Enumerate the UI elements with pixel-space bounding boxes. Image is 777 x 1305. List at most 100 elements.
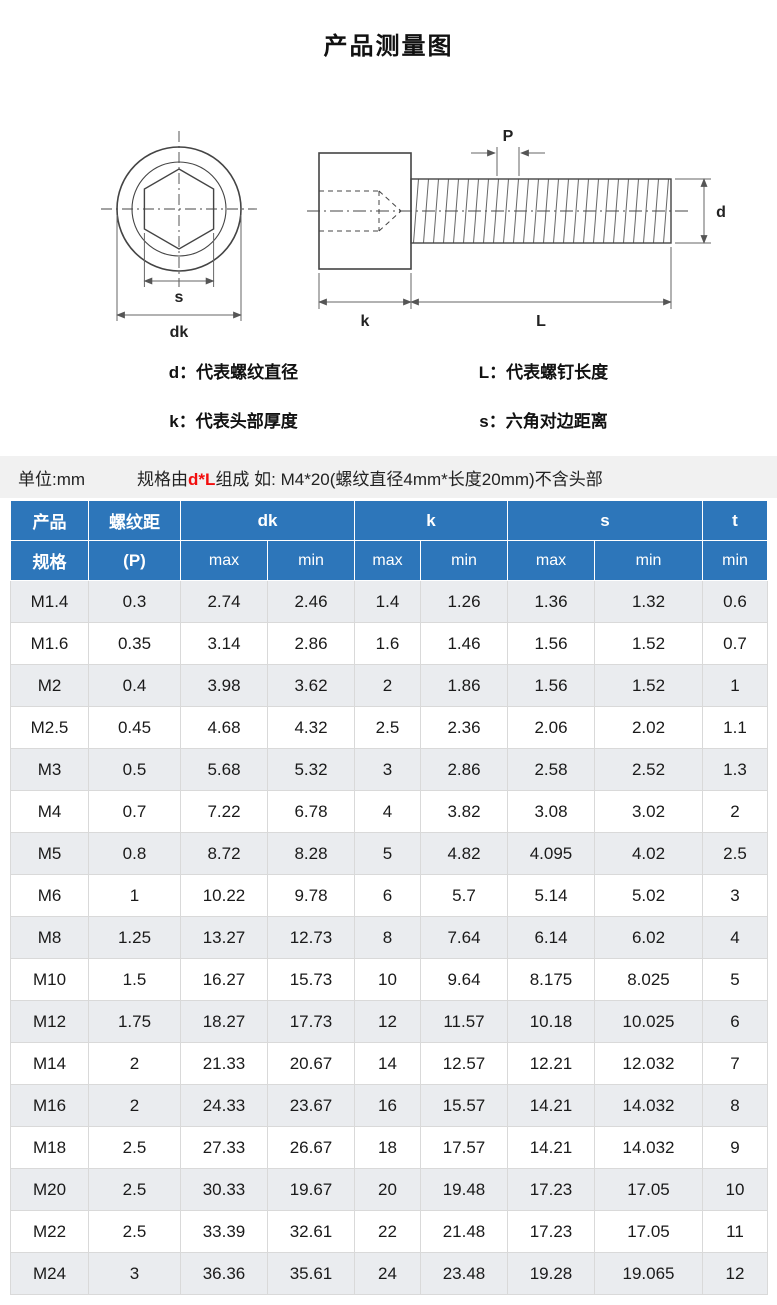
table-row: M8 1.25 13.27 12.73 8 7.64 6.14 6.02 4: [10, 916, 768, 959]
value-cell: 15.73: [267, 958, 355, 1001]
hex-socket-outline: [143, 168, 214, 250]
value-cell: 7.64: [420, 916, 508, 959]
value-cell: 2.46: [267, 580, 355, 623]
value-cell: 17.23: [507, 1210, 595, 1253]
value-cell: 2.5: [354, 706, 421, 749]
header-product-top: 产品: [10, 500, 89, 541]
value-cell: 1.32: [594, 580, 703, 623]
legend-item-d: d：代表螺纹直径: [168, 363, 299, 382]
value-cell: 22: [354, 1210, 421, 1253]
header-dk: dk: [180, 500, 355, 541]
value-cell: 0.45: [88, 706, 181, 749]
value-cell: 3.08: [507, 790, 595, 833]
value-cell: 9.64: [420, 958, 508, 1001]
value-cell: 17.23: [507, 1168, 595, 1211]
value-cell: 11: [702, 1210, 768, 1253]
value-cell: 6: [702, 1000, 768, 1043]
table-row: M3 0.5 5.68 5.32 3 2.86 2.58 2.52 1.3: [10, 748, 768, 791]
value-cell: 2.5: [702, 832, 768, 875]
value-cell: 7.22: [180, 790, 268, 833]
value-cell: 1: [88, 874, 181, 917]
value-cell: 8.025: [594, 958, 703, 1001]
value-cell: 23.67: [267, 1084, 355, 1127]
value-cell: 1.52: [594, 622, 703, 665]
value-cell: 7: [702, 1042, 768, 1085]
table-row: M1.4 0.3 2.74 2.46 1.4 1.26 1.36 1.32 0.6: [10, 580, 768, 623]
value-cell: 6.14: [507, 916, 595, 959]
dimension-legend: d：代表螺纹直径 L：代表螺钉长度 k：代表头部厚度 s：六角对边距离: [79, 358, 699, 432]
value-cell: 14.21: [507, 1084, 595, 1127]
screw-measurement-drawing: s dk: [100, 128, 725, 341]
value-cell: 24.33: [180, 1084, 268, 1127]
value-cell: 12: [702, 1252, 768, 1295]
measurement-diagram-section: 产品测量图: [0, 0, 777, 432]
dim-label-l: L: [536, 313, 546, 330]
value-cell: 2.5: [88, 1126, 181, 1169]
value-cell: 36.36: [180, 1252, 268, 1295]
table-row: M20 2.5 30.33 19.67 20 19.48 17.23 17.05 10: [10, 1168, 768, 1211]
spec-cell: M12: [10, 1000, 89, 1043]
value-cell: 2.02: [594, 706, 703, 749]
header-dk-max: max: [180, 540, 268, 581]
value-cell: 2: [702, 790, 768, 833]
spec-cell: M1.6: [10, 622, 89, 665]
value-cell: 1.4: [354, 580, 421, 623]
value-cell: 11.57: [420, 1000, 508, 1043]
table-row: M1.6 0.35 3.14 2.86 1.6 1.46 1.56 1.52 0.7: [10, 622, 768, 665]
value-cell: 12.21: [507, 1042, 595, 1085]
header-s-min: min: [594, 540, 703, 581]
value-cell: 24: [354, 1252, 421, 1295]
unit-note-bar: 单位:mm 规格由d*L组成 如: M4*20(螺纹直径4mm*长度20mm)不…: [0, 456, 777, 498]
unit-label: 单位:mm: [18, 469, 86, 489]
value-cell: 1.25: [88, 916, 181, 959]
header-pitch-bottom: (P): [88, 540, 181, 581]
header-dk-min: min: [267, 540, 355, 581]
table-row: M16 2 24.33 23.67 16 15.57 14.21 14.032 8: [10, 1084, 768, 1127]
spec-cell: M18: [10, 1126, 89, 1169]
value-cell: 5.7: [420, 874, 508, 917]
dim-label-dk: dk: [169, 324, 188, 341]
value-cell: 19.28: [507, 1252, 595, 1295]
dim-label-s: s: [174, 289, 183, 306]
value-cell: 5.68: [180, 748, 268, 791]
value-cell: 4.32: [267, 706, 355, 749]
value-cell: 9: [702, 1126, 768, 1169]
value-cell: 8: [354, 916, 421, 959]
value-cell: 12.73: [267, 916, 355, 959]
value-cell: 2.86: [420, 748, 508, 791]
value-cell: 4.82: [420, 832, 508, 875]
value-cell: 3: [88, 1252, 181, 1295]
spec-table-body: M1.4 0.3 2.74 2.46 1.4 1.26 1.36 1.32 0.6 M1.6 0.3…: [10, 580, 768, 1295]
value-cell: 30.33: [180, 1168, 268, 1211]
value-cell: 8.28: [267, 832, 355, 875]
value-cell: 13.27: [180, 916, 268, 959]
value-cell: 5.32: [267, 748, 355, 791]
value-cell: 1.56: [507, 622, 595, 665]
value-cell: 0.3: [88, 580, 181, 623]
value-cell: 3.62: [267, 664, 355, 707]
value-cell: 17.05: [594, 1210, 703, 1253]
header-k-min: min: [420, 540, 508, 581]
spec-table-wrap: 产品 螺纹距 dk k s t 规格 (P) max min max min m…: [0, 498, 777, 1305]
value-cell: 1.52: [594, 664, 703, 707]
value-cell: 10.18: [507, 1000, 595, 1043]
spec-note-suffix: 组成 如: M4*20(螺纹直径4mm*长度20mm)不含头部: [215, 469, 603, 489]
value-cell: 19.065: [594, 1252, 703, 1295]
value-cell: 21.33: [180, 1042, 268, 1085]
value-cell: 4.68: [180, 706, 268, 749]
spec-cell: M1.4: [10, 580, 89, 623]
table-row: M4 0.7 7.22 6.78 4 3.82 3.08 3.02 2: [10, 790, 768, 833]
value-cell: 18: [354, 1126, 421, 1169]
value-cell: 0.8: [88, 832, 181, 875]
hidden-socket-lines: [318, 190, 401, 232]
value-cell: 2.52: [594, 748, 703, 791]
value-cell: 2.5: [88, 1210, 181, 1253]
value-cell: 17.73: [267, 1000, 355, 1043]
spec-cell: M20: [10, 1168, 89, 1211]
front-view-dimensions: [115, 215, 242, 321]
value-cell: 12.57: [420, 1042, 508, 1085]
value-cell: 14.032: [594, 1084, 703, 1127]
table-row: M22 2.5 33.39 32.61 22 21.48 17.23 17.05 11: [10, 1210, 768, 1253]
value-cell: 20.67: [267, 1042, 355, 1085]
